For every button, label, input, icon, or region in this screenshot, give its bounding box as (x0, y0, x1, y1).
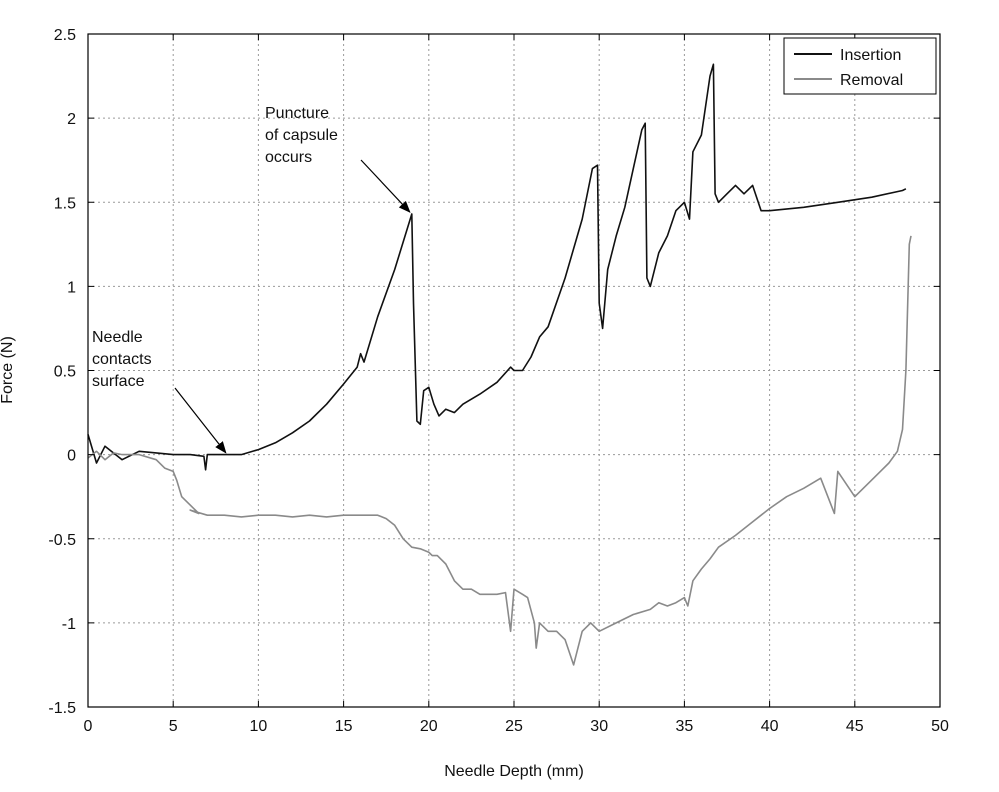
legend-box (783, 37, 937, 95)
x-tick-label: 0 (84, 718, 93, 735)
series-line-removal (87, 235, 912, 666)
x-tick-label: 30 (590, 718, 608, 735)
legend-label-removal: Removal (840, 72, 903, 89)
annotation-text-line: contacts (92, 351, 152, 368)
x-tick-label: 40 (761, 718, 779, 735)
x-tick-label: 50 (931, 718, 949, 735)
y-tick-label: 1.5 (54, 195, 76, 212)
legend-label-insertion: Insertion (840, 47, 901, 64)
annotation-text-line: Needle (92, 329, 143, 346)
x-tick-label: 5 (169, 718, 178, 735)
annotations-layer: Puncture of capsule occurs Needle contacts su… (92, 105, 411, 454)
x-tick-label: 45 (846, 718, 864, 735)
y-tick-label: 2.5 (54, 27, 76, 44)
y-axis-label: Force (N) (0, 336, 16, 404)
x-tick-label: 25 (505, 718, 523, 735)
x-tick-label: 20 (420, 718, 438, 735)
x-tick-label: 10 (250, 718, 268, 735)
y-tick-label: 0.5 (54, 364, 76, 381)
y-tick-label: 2 (67, 111, 76, 128)
legend: Insertion Removal (783, 37, 937, 95)
x-tick-label: 35 (676, 718, 694, 735)
y-tick-label: -1.5 (48, 700, 76, 717)
axis-ticks: 0 5 10 15 20 25 30 35 40 45 50 -1.5 -1 -0.5 0 0.5 1 1.5 2 2… (48, 27, 949, 735)
y-tick-label: 0 (67, 448, 76, 465)
x-axis-label: Needle Depth (mm) (444, 763, 584, 780)
annotation-arrow (360, 159, 411, 213)
series-line-insertion (87, 63, 907, 471)
annotation-arrow (174, 387, 227, 454)
annotation-text-line: Puncture (265, 105, 329, 122)
y-tick-label: -0.5 (48, 532, 76, 549)
annotation-text-line: of capsule (265, 127, 338, 144)
series-layer (87, 63, 912, 666)
x-tick-label: 15 (335, 718, 353, 735)
y-tick-label: 1 (67, 279, 76, 296)
annotation-text-line: occurs (265, 149, 312, 166)
annotation-text-line: surface (92, 373, 145, 390)
y-tick-label: -1 (62, 616, 76, 633)
